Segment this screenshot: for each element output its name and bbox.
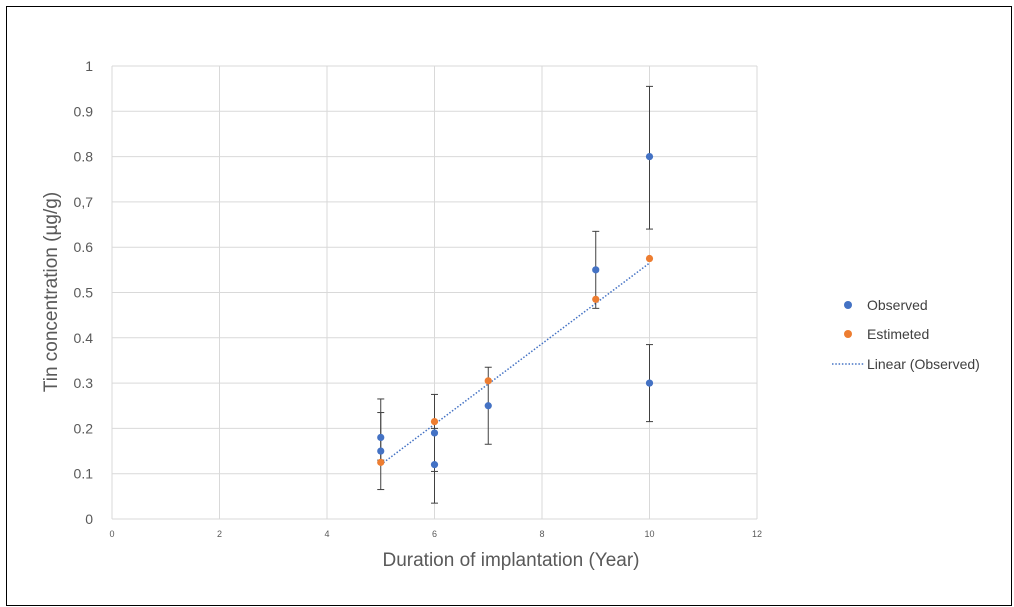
legend-label-observed: Observed [867,297,928,313]
error-bars [377,85,653,504]
y-tick-label: 0.4 [74,330,94,346]
legend-label-linear: Linear (Observed) [867,356,980,372]
trendline-linear-observed [380,262,650,466]
y-tick-label: 0.5 [74,285,94,301]
legend-marker-observed [844,301,852,309]
y-tick-label: 0.9 [74,103,94,119]
legend-marker-estimeted [844,330,852,338]
point-observed [645,153,654,161]
y-tick-label: 0.2 [74,420,94,436]
point-estimeted [592,295,600,303]
y-axis-title: Tin concentration (µg/g) [41,192,62,392]
y-tick-label: 0,7 [74,194,94,210]
x-tick-label: 10 [644,529,654,539]
point-estimeted [377,458,385,466]
data-points [377,153,654,469]
legend: Observed Estimeted Linear (Observed) [832,297,980,372]
point-observed [430,429,439,437]
y-tick-label: 0.6 [74,239,94,255]
point-estimeted [430,418,439,426]
trendline-layer [380,262,650,466]
y-tick-label: 0.1 [74,466,94,482]
point-estimeted [484,377,492,385]
x-tick-label: 4 [324,529,329,539]
x-tick-label: 12 [752,529,762,539]
x-tick-label: 6 [432,529,437,539]
point-observed [592,266,600,274]
point-observed [484,402,492,410]
legend-label-estimeted: Estimeted [867,326,929,342]
y-tick-label: 0.8 [74,149,94,165]
x-axis-title: Duration of implantation (Year) [383,550,640,571]
grid-lines [111,65,758,520]
x-tick-label: 8 [539,529,544,539]
y-tick-label: 0.3 [74,375,94,391]
point-observed [430,461,439,469]
y-tick-label: 1 [85,58,93,74]
y-tick-label: 0 [85,511,93,527]
point-estimeted [645,254,654,263]
x-tick-label: 2 [217,529,222,539]
x-axis-ticks: 0 2 4 6 8 10 12 [109,529,762,539]
y-axis-ticks: 0 0.1 0.2 0.3 0.4 0.5 0.6 0,7 0.8 0.9 1 [74,58,94,527]
point-observed [645,379,654,387]
x-tick-label: 0 [109,529,114,539]
point-observed [377,447,385,455]
point-observed [377,433,385,442]
